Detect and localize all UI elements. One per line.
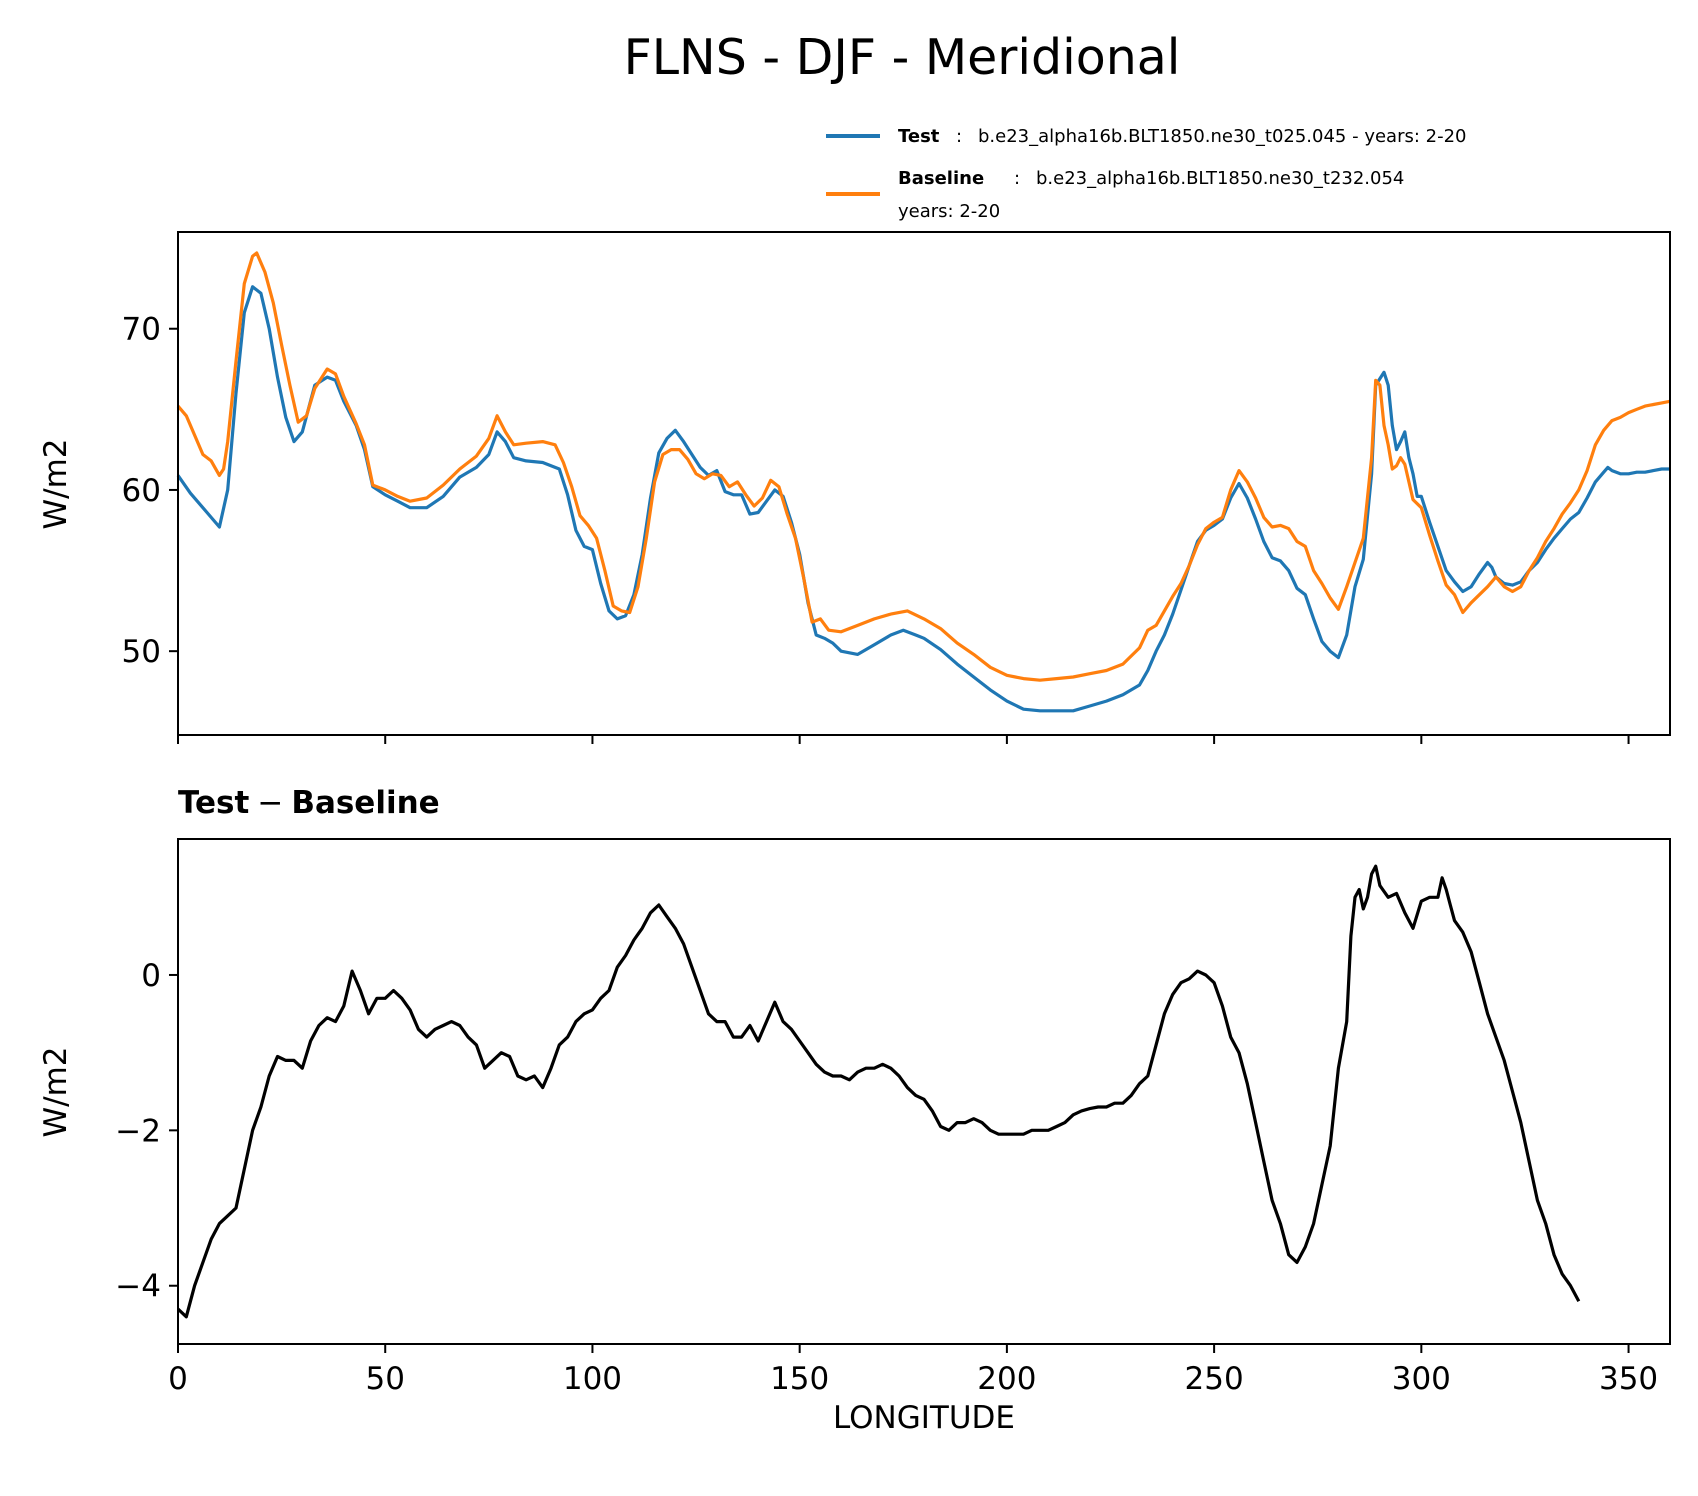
legend-baseline-sep: : <box>1014 168 1020 189</box>
bottom-y-tick-label: −4 <box>115 1269 161 1305</box>
top-panel: 50 60 70 W/m2 <box>38 231 1671 744</box>
bottom-series <box>176 864 1581 1319</box>
bottom-title-right: Baseline <box>291 785 439 821</box>
top-x-ticks <box>177 735 1630 744</box>
legend-baseline-years: years: 2-20 <box>898 201 1000 222</box>
test-line <box>176 285 1670 713</box>
top-y-tick-label: 50 <box>122 634 161 670</box>
bottom-x-tick-label: 150 <box>770 1361 829 1397</box>
legend-baseline-name: Baseline <box>898 168 984 189</box>
bottom-y-tick-label: −2 <box>115 1113 161 1149</box>
x-axis-label: LONGITUDE <box>833 1400 1015 1436</box>
bottom-x-tick-label: 350 <box>1599 1361 1658 1397</box>
top-y-axis-label: W/m2 <box>38 438 74 529</box>
bottom-plot-frame <box>177 838 1671 1345</box>
legend: Test : b.e23_alpha16b.BLT1850.ne30_t025.… <box>826 126 1467 222</box>
bottom-x-tick-label: 300 <box>1392 1361 1451 1397</box>
bottom-title-operator: − <box>257 785 283 821</box>
bottom-panel: Test − Baseline −4 −2 0 0 50 100 150 200 250 300 35… <box>38 785 1671 1436</box>
legend-test-name: Test <box>898 126 940 147</box>
difference-line <box>176 864 1581 1319</box>
bottom-x-ticks: 0 50 100 150 200 250 300 350 <box>168 1344 1658 1397</box>
bottom-x-tick-label: 0 <box>168 1361 188 1397</box>
top-y-ticks: 50 60 70 <box>122 312 178 670</box>
bottom-x-tick-label: 100 <box>563 1361 622 1397</box>
bottom-x-tick-label: 200 <box>977 1361 1036 1397</box>
bottom-y-tick-label: 0 <box>141 958 161 994</box>
bottom-title-left: Test <box>178 785 250 821</box>
top-series <box>176 251 1671 713</box>
top-y-tick-label: 70 <box>122 312 161 348</box>
legend-test-sep: : <box>956 126 962 147</box>
top-plot-frame <box>177 231 1671 736</box>
baseline-line <box>176 251 1671 682</box>
bottom-y-ticks: −4 −2 0 <box>115 958 178 1305</box>
legend-baseline-desc: b.e23_alpha16b.BLT1850.ne30_t232.054 <box>1036 168 1404 189</box>
legend-test-desc: b.e23_alpha16b.BLT1850.ne30_t025.045 - y… <box>978 126 1467 147</box>
top-y-tick-label: 60 <box>122 473 161 509</box>
figure-title: FLNS - DJF - Meridional <box>624 29 1181 86</box>
bottom-y-axis-label: W/m2 <box>38 1046 74 1137</box>
bottom-x-tick-label: 50 <box>365 1361 404 1397</box>
bottom-x-tick-label: 250 <box>1185 1361 1244 1397</box>
bottom-panel-title: Test − Baseline <box>178 785 440 821</box>
